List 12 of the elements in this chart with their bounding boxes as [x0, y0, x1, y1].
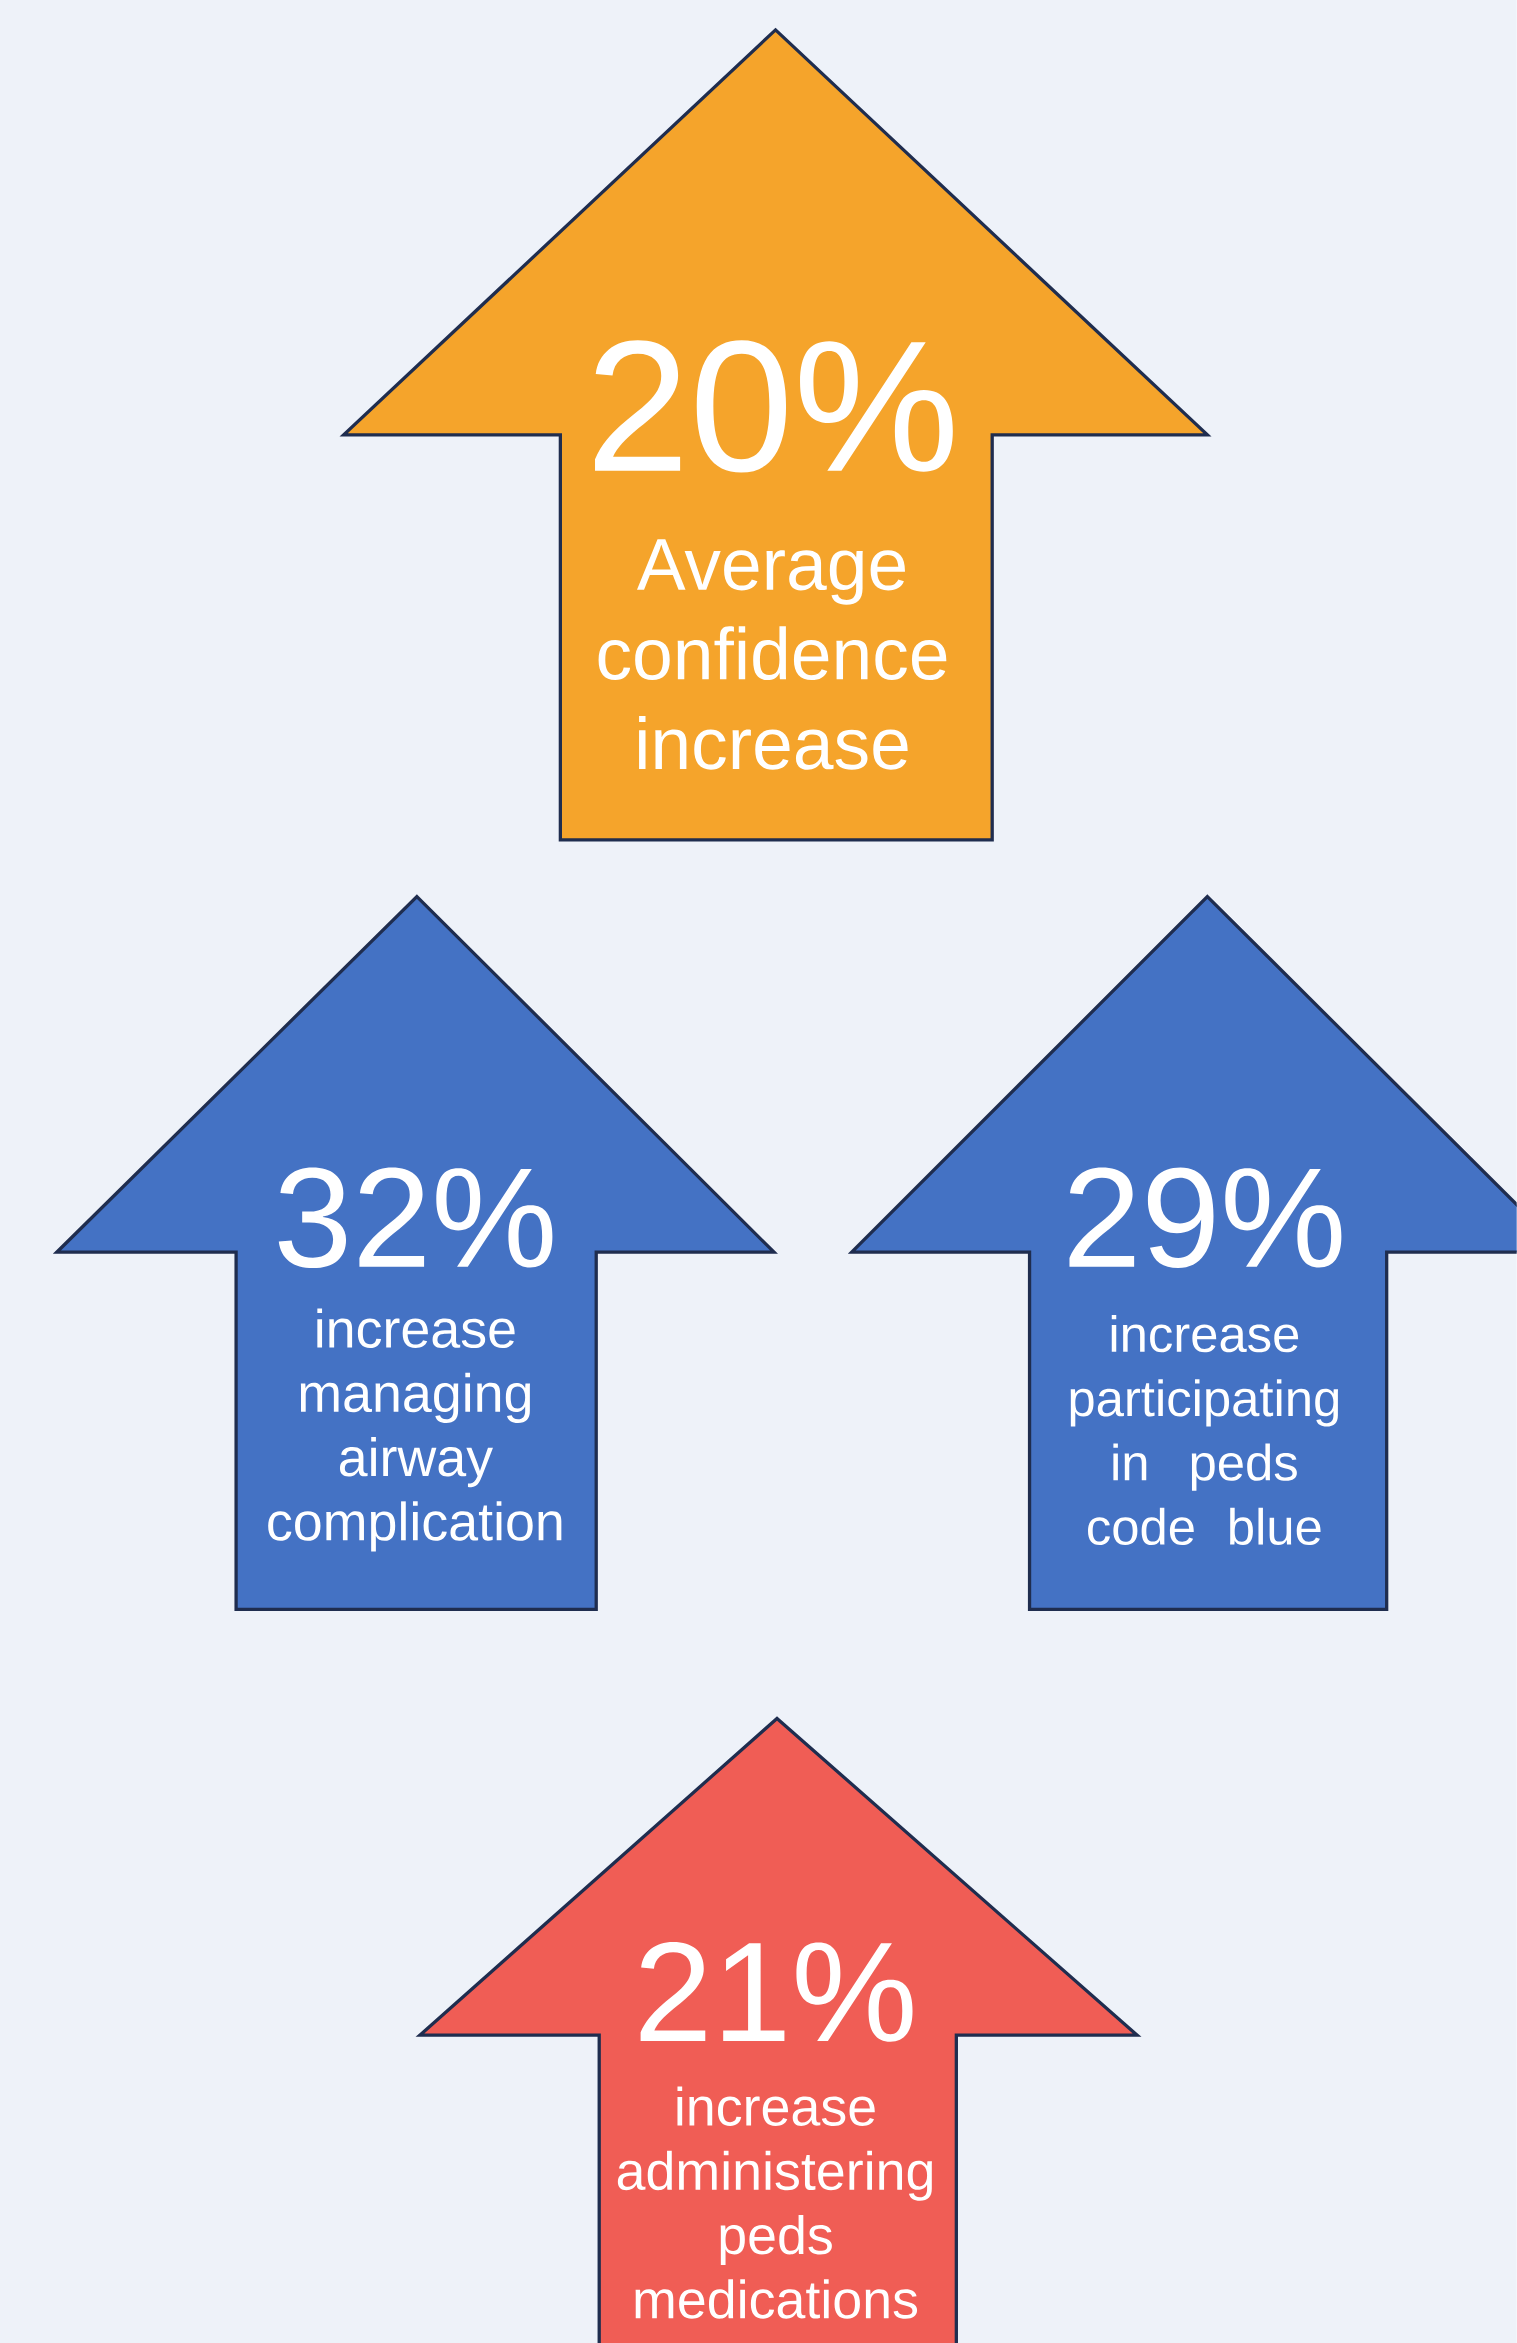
category-label: increase administering peds medications [618, 2086, 933, 2319]
text: % [796, 1942, 913, 2042]
category-label: increase participating in peds code blue [1070, 1314, 1339, 1546]
text: % [800, 341, 953, 472]
category-label: increase managing airway complication [268, 1308, 562, 1552]
data-label: 21 [640, 1941, 785, 2042]
data-label: 20 [595, 340, 787, 473]
text: % [436, 1168, 553, 1268]
text: % [1225, 1168, 1342, 1268]
data-label: 29 [1069, 1167, 1214, 1269]
category-label: Average confidence increase [598, 539, 947, 770]
data-label: 32 [278, 1167, 425, 1269]
